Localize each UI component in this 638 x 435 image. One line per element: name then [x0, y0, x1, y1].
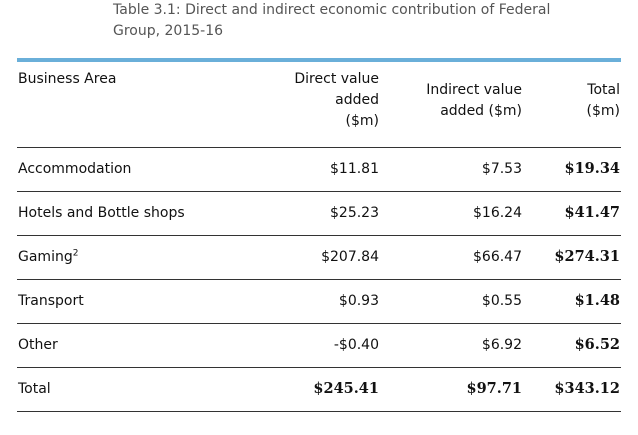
cell-indirect: $0.55 [382, 279, 524, 324]
table-top-rule [17, 58, 621, 62]
cell-business-area: Transport [17, 279, 237, 324]
cell-indirect: $7.53 [382, 147, 524, 192]
table-row-gaming: Gaming2 $207.84 $66.47 $274.31 [17, 235, 621, 280]
area-footnote: 2 [72, 248, 79, 259]
header-indirect-line-2: added ($m) [440, 103, 522, 119]
table-row-transport: Transport $0.93 $0.55 $1.48 [17, 279, 621, 324]
cell-total: $41.47 [524, 191, 621, 236]
cell-direct: $207.84 [237, 235, 382, 280]
table-header-row: Business Area Direct value added ($m) In… [17, 62, 621, 148]
header-direct-line-1: Direct value [294, 71, 379, 87]
cell-indirect: $16.24 [382, 191, 524, 236]
table-caption: Table 3.1: Direct and indirect economic … [113, 0, 597, 42]
cell-total: $1.48 [524, 279, 621, 324]
header-direct-value: Direct value added ($m) [237, 62, 382, 148]
area-label: Other [18, 337, 58, 353]
header-direct-line-3: ($m) [345, 113, 379, 129]
table-row-hotels: Hotels and Bottle shops $25.23 $16.24 $4… [17, 191, 621, 236]
caption-line-1: Table 3.1: Direct and indirect economic … [113, 2, 551, 18]
cell-business-area: Hotels and Bottle shops [17, 191, 237, 236]
cell-indirect: $66.47 [382, 235, 524, 280]
area-label: Hotels and Bottle shops [18, 205, 185, 221]
cell-indirect: $6.92 [382, 323, 524, 368]
cell-business-area: Other [17, 323, 237, 368]
table-row-other: Other -$0.40 $6.92 $6.52 [17, 323, 621, 368]
cell-direct: $11.81 [237, 147, 382, 192]
cell-total: $6.52 [524, 323, 621, 368]
cell-business-area: Gaming2 [17, 235, 237, 280]
header-indirect-value: Indirect value added ($m) [382, 62, 524, 148]
header-total-line-1: Total [587, 82, 620, 98]
area-label: Transport [18, 293, 84, 309]
table-row-total: Total $245.41 $97.71 $343.12 [17, 367, 621, 412]
cell-total: $274.31 [524, 235, 621, 280]
header-direct-line-2: added [335, 92, 379, 108]
header-total-line-2: ($m) [586, 103, 620, 119]
header-business-area: Business Area [17, 62, 237, 148]
cell-direct: $25.23 [237, 191, 382, 236]
header-business-area-text: Business Area [18, 71, 117, 87]
caption-line-2: Group, 2015-16 [113, 23, 224, 39]
table-row-accommodation: Accommodation $11.81 $7.53 $19.34 [17, 147, 621, 192]
cell-direct: -$0.40 [237, 323, 382, 368]
header-total: Total ($m) [524, 62, 621, 148]
economic-contribution-table: Business Area Direct value added ($m) In… [17, 62, 621, 412]
area-label: Gaming [18, 249, 73, 265]
cell-business-area: Accommodation [17, 147, 237, 192]
area-label: Accommodation [18, 161, 132, 177]
cell-total: $19.34 [524, 147, 621, 192]
cell-total-label: Total [17, 367, 237, 412]
cell-total-indirect: $97.71 [382, 367, 524, 412]
cell-grand-total: $343.12 [524, 367, 621, 412]
header-indirect-line-1: Indirect value [426, 82, 522, 98]
cell-direct: $0.93 [237, 279, 382, 324]
cell-total-direct: $245.41 [237, 367, 382, 412]
